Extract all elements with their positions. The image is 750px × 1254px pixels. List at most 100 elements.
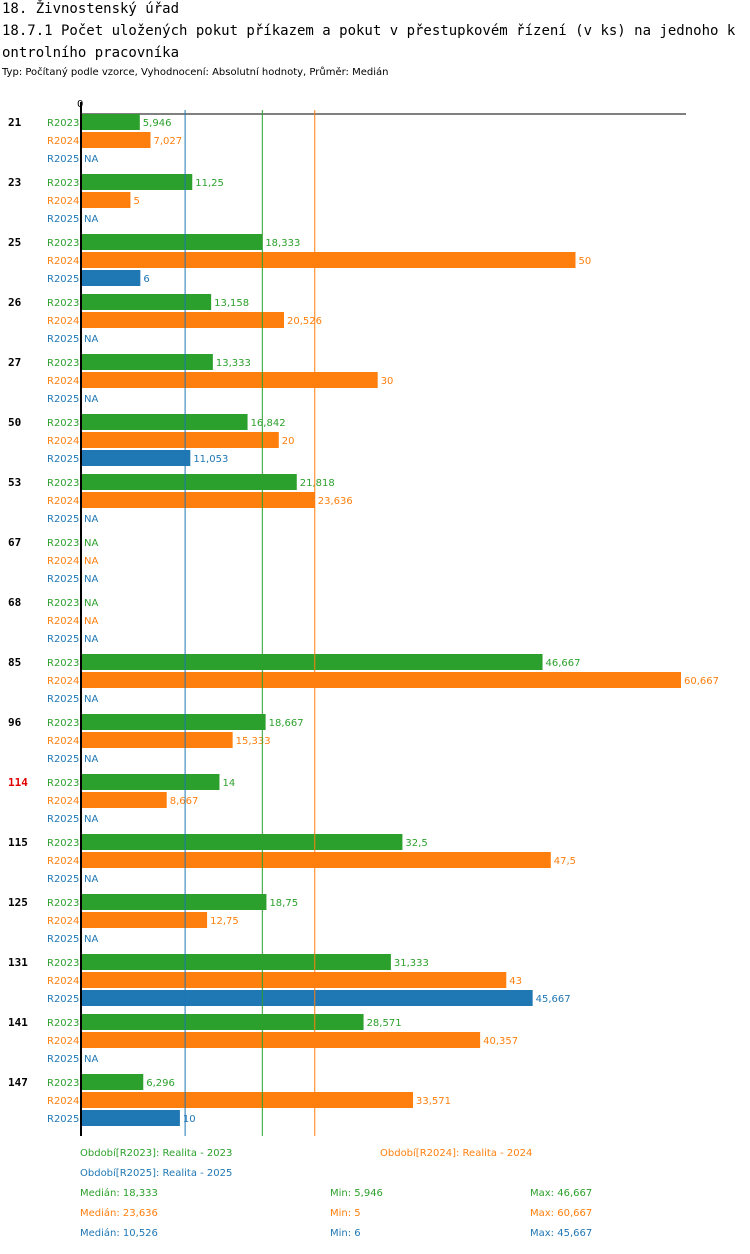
bar-value-label: 60,667 <box>684 676 719 687</box>
series-label: R2024 <box>47 976 79 987</box>
bar-value-label: 13,158 <box>214 298 249 309</box>
series-label: R2024 <box>47 556 79 567</box>
bar <box>81 732 233 748</box>
series-label: R2023 <box>47 178 79 189</box>
bar-value-label: NA <box>84 694 98 705</box>
category-label: 114 <box>8 776 28 789</box>
series-label: R2025 <box>47 814 79 825</box>
series-label: R2025 <box>47 514 79 525</box>
legend-stats-r2025: Medián: 10,526 Min: 6 Max: 45,667 <box>80 1228 740 1248</box>
series-label: R2025 <box>47 874 79 885</box>
bar-value-label: 20 <box>282 436 295 447</box>
bar-value-label: 45,667 <box>536 994 571 1005</box>
bar-value-label: NA <box>84 154 98 165</box>
median-r2025: Medián: 10,526 <box>80 1228 158 1239</box>
bar-value-label: NA <box>84 334 98 345</box>
bar-value-label: 20,526 <box>287 316 322 327</box>
series-label: R2023 <box>47 598 79 609</box>
bar <box>81 954 391 970</box>
legend-stats-r2024: Medián: 23,636 Min: 5 Max: 60,667 <box>80 1208 740 1228</box>
legend-period-r2024: Období[R2024]: Realita - 2024 <box>380 1148 533 1159</box>
bar-value-label: 6 <box>143 274 149 285</box>
series-label: R2024 <box>47 916 79 927</box>
series-label: R2023 <box>47 1018 79 1029</box>
bar <box>81 432 279 448</box>
series-label: R2024 <box>47 736 79 747</box>
min-r2024: Min: 5 <box>330 1208 361 1219</box>
median-r2023: Medián: 18,333 <box>80 1188 158 1199</box>
category-label: 26 <box>8 296 22 309</box>
category-label: 68 <box>8 596 21 609</box>
bar-value-label: NA <box>84 634 98 645</box>
bar-value-label: NA <box>84 556 98 567</box>
bar <box>81 834 403 850</box>
bar <box>81 372 378 388</box>
bar <box>81 774 220 790</box>
bar-value-label: 11,25 <box>195 178 224 189</box>
max-r2025: Max: 45,667 <box>530 1228 593 1239</box>
series-label: R2023 <box>47 358 79 369</box>
bar <box>81 312 285 328</box>
bar <box>81 852 551 868</box>
series-label: R2023 <box>47 1078 79 1089</box>
series-label: R2023 <box>47 778 79 789</box>
series-label: R2024 <box>47 856 79 867</box>
bar-value-label: NA <box>84 538 98 549</box>
bar <box>81 1014 364 1030</box>
bar-value-label: 5,946 <box>143 118 172 129</box>
bar-value-label: 18,333 <box>265 238 300 249</box>
bar <box>81 1032 481 1048</box>
series-label: R2025 <box>47 1054 79 1065</box>
series-label: R2025 <box>47 454 79 465</box>
series-label: R2025 <box>47 694 79 705</box>
series-label: R2024 <box>47 136 79 147</box>
category-label: 53 <box>8 476 21 489</box>
series-label: R2024 <box>47 616 79 627</box>
series-label: R2023 <box>47 658 79 669</box>
bar <box>81 792 167 808</box>
bar-value-label: 40,357 <box>483 1036 518 1047</box>
series-label: R2024 <box>47 1036 79 1047</box>
bar-value-label: NA <box>84 574 98 585</box>
legend-periods-row: Období[R2023]: Realita - 2023 Období[R20… <box>80 1148 740 1168</box>
series-label: R2024 <box>47 1096 79 1107</box>
series-label: R2023 <box>47 118 79 129</box>
legend-stats-r2023: Medián: 18,333 Min: 5,946 Max: 46,667 <box>80 1188 740 1208</box>
series-label: R2025 <box>47 394 79 405</box>
category-label: 131 <box>8 956 28 969</box>
bar <box>81 654 543 670</box>
bar-value-label: 6,296 <box>146 1078 175 1089</box>
bar-value-label: 12,75 <box>210 916 239 927</box>
bar <box>81 990 533 1006</box>
bar <box>81 714 266 730</box>
bar <box>81 912 208 928</box>
min-r2023: Min: 5,946 <box>330 1188 383 1199</box>
bar-value-label: 11,053 <box>193 454 228 465</box>
bar-value-label: 32,5 <box>405 838 427 849</box>
bar-value-label: 50 <box>579 256 592 267</box>
series-label: R2024 <box>47 676 79 687</box>
bar <box>81 492 315 508</box>
bar <box>81 894 267 910</box>
series-label: R2025 <box>47 154 79 165</box>
min-r2025: Min: 6 <box>330 1228 361 1239</box>
category-label: 125 <box>8 896 28 909</box>
max-r2023: Max: 46,667 <box>530 1188 593 1199</box>
bar-value-label: 31,333 <box>394 958 429 969</box>
series-label: R2023 <box>47 718 79 729</box>
category-label: 25 <box>8 236 21 249</box>
category-label: 50 <box>8 416 21 429</box>
bar-value-label: NA <box>84 514 98 525</box>
bar <box>81 252 576 268</box>
bar-chart: 021R20235,946R20247,027R2025NA23R202311,… <box>8 99 719 1136</box>
bar <box>81 270 141 286</box>
bar-value-label: 46,667 <box>546 658 581 669</box>
category-label: 96 <box>8 716 22 729</box>
series-label: R2025 <box>47 1114 79 1125</box>
bar-value-label: 13,333 <box>216 358 251 369</box>
bar-value-label: 7,027 <box>153 136 182 147</box>
series-label: R2023 <box>47 538 79 549</box>
series-label: R2024 <box>47 256 79 267</box>
bar-value-label: 18,75 <box>269 898 298 909</box>
chart-subtitle: 18.7.1 Počet uložených pokut příkazem a … <box>2 23 736 61</box>
